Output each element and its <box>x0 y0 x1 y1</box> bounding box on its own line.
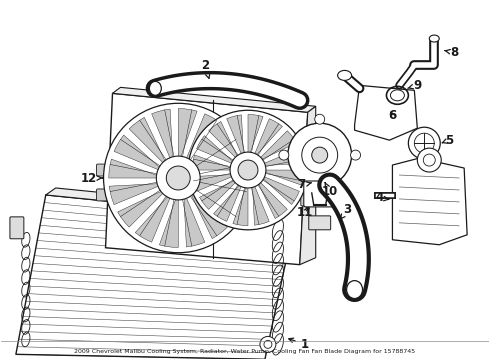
Polygon shape <box>191 193 227 239</box>
Polygon shape <box>227 115 244 154</box>
Ellipse shape <box>429 35 439 42</box>
Polygon shape <box>265 170 304 185</box>
Polygon shape <box>248 114 263 153</box>
Polygon shape <box>199 180 236 210</box>
Text: 6: 6 <box>388 109 396 122</box>
Text: 8: 8 <box>444 46 458 59</box>
Circle shape <box>230 152 266 188</box>
Polygon shape <box>193 155 231 170</box>
Polygon shape <box>114 135 160 170</box>
Text: 3: 3 <box>341 203 352 219</box>
Polygon shape <box>129 117 165 163</box>
Circle shape <box>312 147 328 163</box>
Circle shape <box>260 336 276 352</box>
Polygon shape <box>152 109 172 159</box>
Polygon shape <box>193 129 239 165</box>
Polygon shape <box>264 149 303 166</box>
Text: 11: 11 <box>296 206 313 219</box>
Text: 4: 4 <box>375 192 389 204</box>
Polygon shape <box>254 119 282 156</box>
Polygon shape <box>209 122 238 158</box>
Text: 10: 10 <box>321 183 338 198</box>
Ellipse shape <box>338 71 352 80</box>
Polygon shape <box>109 159 157 178</box>
Polygon shape <box>105 93 308 265</box>
Polygon shape <box>186 114 221 160</box>
FancyBboxPatch shape <box>10 217 24 239</box>
Polygon shape <box>197 152 247 172</box>
Circle shape <box>188 110 308 230</box>
Text: 9: 9 <box>408 79 421 92</box>
Circle shape <box>408 127 440 159</box>
Polygon shape <box>16 195 295 359</box>
Circle shape <box>166 166 190 190</box>
Circle shape <box>274 201 282 209</box>
FancyBboxPatch shape <box>304 181 336 207</box>
FancyBboxPatch shape <box>97 164 111 176</box>
Circle shape <box>417 148 441 172</box>
Text: 2009 Chevrolet Malibu Cooling System, Radiator, Water Pump, Cooling Fan Fan Blad: 2009 Chevrolet Malibu Cooling System, Ra… <box>74 349 416 354</box>
Polygon shape <box>260 131 296 160</box>
Polygon shape <box>109 184 159 204</box>
Polygon shape <box>196 186 243 221</box>
Polygon shape <box>193 175 233 191</box>
Polygon shape <box>113 87 316 112</box>
Polygon shape <box>118 191 164 227</box>
FancyBboxPatch shape <box>301 169 315 181</box>
Circle shape <box>156 156 200 200</box>
Polygon shape <box>355 85 417 140</box>
Circle shape <box>288 123 352 187</box>
Text: 7: 7 <box>298 179 312 192</box>
Circle shape <box>315 186 325 196</box>
Ellipse shape <box>346 280 363 298</box>
Polygon shape <box>252 185 270 225</box>
Circle shape <box>103 103 253 253</box>
Polygon shape <box>392 158 467 245</box>
Polygon shape <box>300 106 316 265</box>
FancyBboxPatch shape <box>309 216 331 230</box>
FancyBboxPatch shape <box>97 189 111 201</box>
Text: 1: 1 <box>289 338 309 351</box>
Circle shape <box>238 160 258 180</box>
Text: 12: 12 <box>80 171 102 185</box>
Polygon shape <box>46 188 305 220</box>
Polygon shape <box>233 186 248 226</box>
Text: 5: 5 <box>442 134 453 147</box>
Polygon shape <box>178 108 197 157</box>
Polygon shape <box>263 176 299 204</box>
Circle shape <box>350 150 361 160</box>
Circle shape <box>279 150 289 160</box>
Text: 2: 2 <box>201 59 210 78</box>
Polygon shape <box>184 197 205 247</box>
Polygon shape <box>135 196 170 242</box>
Polygon shape <box>258 182 287 219</box>
Polygon shape <box>214 185 242 221</box>
Circle shape <box>315 114 325 124</box>
Ellipse shape <box>149 81 161 95</box>
Polygon shape <box>196 136 233 164</box>
Polygon shape <box>159 199 178 247</box>
FancyBboxPatch shape <box>301 194 315 206</box>
Polygon shape <box>199 178 248 197</box>
